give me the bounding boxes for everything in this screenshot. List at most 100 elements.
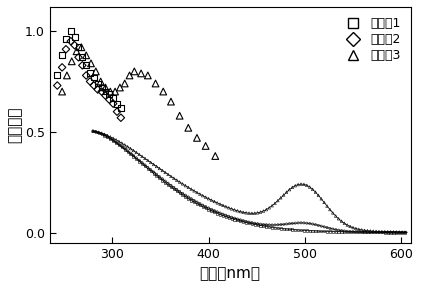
Point xyxy=(202,195,209,200)
Point xyxy=(110,138,117,143)
Point xyxy=(101,132,108,137)
Point xyxy=(116,143,123,147)
Point xyxy=(90,129,96,133)
Point xyxy=(393,230,400,234)
Point xyxy=(150,162,157,167)
Point xyxy=(117,105,124,110)
Point xyxy=(272,223,278,227)
Point xyxy=(67,29,74,33)
Point xyxy=(286,227,293,232)
Point xyxy=(301,221,307,225)
Point xyxy=(231,208,238,212)
Point xyxy=(104,133,111,138)
Point xyxy=(107,137,114,141)
Point xyxy=(110,139,117,143)
Point xyxy=(214,210,221,214)
Point xyxy=(355,227,362,232)
Point xyxy=(364,230,371,234)
Point xyxy=(283,190,290,194)
Point xyxy=(126,73,133,78)
Point xyxy=(188,196,195,201)
Point xyxy=(298,221,304,225)
Point xyxy=(67,39,74,43)
Point xyxy=(93,129,99,134)
Point xyxy=(101,133,108,138)
Point xyxy=(254,211,261,215)
Point xyxy=(102,85,109,90)
Point xyxy=(107,136,114,141)
Point xyxy=(194,202,200,206)
Point xyxy=(88,61,94,66)
Point xyxy=(376,230,382,235)
Point xyxy=(367,230,374,235)
Point xyxy=(231,217,238,222)
Point xyxy=(197,201,203,206)
Point xyxy=(312,222,319,227)
Point xyxy=(280,222,287,227)
Point xyxy=(208,198,215,202)
Point xyxy=(185,126,192,130)
Point xyxy=(138,71,144,76)
Point xyxy=(266,225,272,229)
Point xyxy=(205,206,212,210)
Point xyxy=(98,89,105,94)
Point xyxy=(94,81,101,86)
Point xyxy=(248,222,255,226)
Point xyxy=(114,109,120,114)
Point xyxy=(304,221,310,226)
Point xyxy=(205,207,212,212)
Point xyxy=(179,191,186,196)
Point xyxy=(254,221,261,226)
Point xyxy=(179,193,186,198)
Point xyxy=(390,230,397,234)
Point xyxy=(321,225,328,229)
Point xyxy=(361,230,368,234)
Point xyxy=(373,230,379,234)
Point xyxy=(220,212,226,217)
Point xyxy=(150,171,157,176)
Point xyxy=(191,198,197,203)
Point xyxy=(208,209,215,213)
Point xyxy=(90,129,96,133)
Point xyxy=(176,191,183,196)
Point xyxy=(381,229,388,234)
Point xyxy=(286,187,293,192)
Point xyxy=(378,230,385,235)
Point xyxy=(152,81,159,86)
Point xyxy=(144,166,151,171)
Point xyxy=(147,167,154,172)
Point xyxy=(245,211,252,215)
Point xyxy=(257,222,264,226)
Point xyxy=(301,228,307,233)
Point xyxy=(211,208,218,213)
Point xyxy=(358,228,365,232)
Point xyxy=(182,193,189,198)
Point xyxy=(318,224,325,228)
Point xyxy=(97,79,104,84)
Point xyxy=(367,230,374,234)
Point xyxy=(214,200,221,205)
Point xyxy=(202,206,209,211)
Point xyxy=(327,229,333,234)
Point xyxy=(95,130,102,135)
Point xyxy=(168,99,174,104)
Point xyxy=(327,226,333,231)
Point xyxy=(231,216,238,220)
Point xyxy=(127,152,134,156)
Point xyxy=(73,49,80,54)
Point xyxy=(118,145,125,149)
Point xyxy=(113,141,120,145)
Point xyxy=(79,63,86,68)
Point xyxy=(124,145,131,149)
Point xyxy=(384,230,391,235)
Point xyxy=(91,83,97,88)
Point xyxy=(168,185,174,190)
Point xyxy=(71,35,78,39)
Point xyxy=(309,229,316,233)
Point xyxy=(332,214,339,218)
Point xyxy=(191,200,197,204)
Point xyxy=(68,59,75,64)
Point xyxy=(144,158,151,163)
Point xyxy=(94,87,101,92)
Point xyxy=(318,229,325,234)
